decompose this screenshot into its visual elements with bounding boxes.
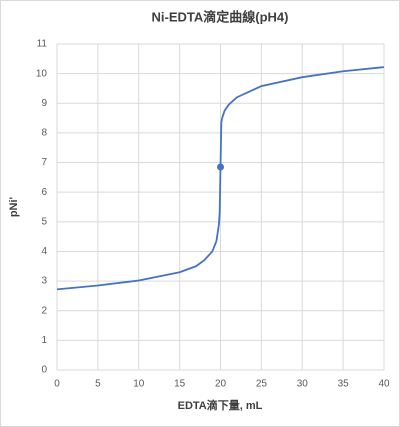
y-tick-label: 4 bbox=[41, 246, 47, 257]
y-tick-label: 9 bbox=[41, 98, 47, 109]
x-tick-label: 15 bbox=[174, 379, 186, 390]
y-tick-label: 2 bbox=[41, 305, 47, 316]
y-tick-label: 0 bbox=[41, 365, 47, 376]
y-tick-label: 10 bbox=[36, 68, 48, 79]
y-tick-label: 3 bbox=[41, 276, 47, 287]
x-tick-label: 0 bbox=[54, 379, 60, 390]
x-tick-label: 20 bbox=[215, 379, 227, 390]
line bbox=[56, 66, 385, 291]
point bbox=[217, 163, 224, 171]
y-axis-label: pNi' bbox=[8, 196, 20, 217]
y-tick-label: 11 bbox=[37, 39, 48, 50]
x-tick-label: 25 bbox=[256, 379, 268, 390]
x-tick-label: 40 bbox=[378, 379, 390, 390]
x-axis-label: EDTA滴下量, mL bbox=[178, 398, 263, 412]
y-tick-label: 8 bbox=[41, 128, 47, 139]
y-tick-label: 5 bbox=[41, 216, 47, 227]
chart-title: Ni-EDTA滴定曲線(pH4) bbox=[152, 9, 289, 24]
x-tick-label: 10 bbox=[133, 379, 145, 390]
y-tick-label: 1 bbox=[41, 335, 47, 346]
x-tick-label: 30 bbox=[297, 379, 309, 390]
x-tick-label: 35 bbox=[338, 379, 350, 390]
y-tick-label: 7 bbox=[41, 157, 47, 168]
x-tick-label: 5 bbox=[95, 379, 101, 390]
y-tick-label: 6 bbox=[41, 187, 47, 198]
